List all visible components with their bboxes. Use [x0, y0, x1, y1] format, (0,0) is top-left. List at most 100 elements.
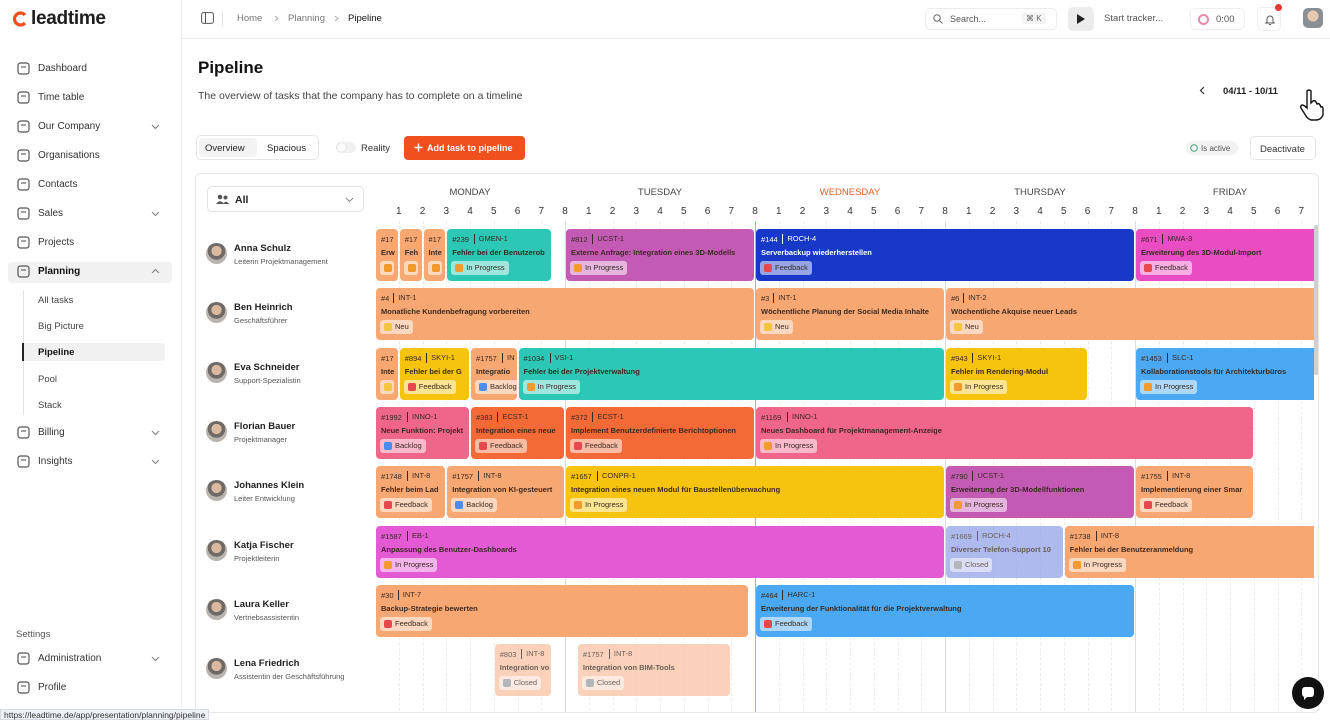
status-icon — [954, 501, 962, 510]
task-card[interactable]: #1034 VSI-1 Fehler bei der Projektverwaltu… — [518, 347, 944, 400]
task-id: #239 — [452, 235, 469, 244]
status-icon — [384, 264, 392, 272]
nav-item[interactable]: Insights — [38, 456, 73, 467]
task-card[interactable]: #803 INT-8 Integration von Closed — [494, 644, 551, 697]
hour-label: 8 — [1132, 206, 1138, 217]
status-label: Feedback — [775, 263, 808, 272]
task-card[interactable]: #1587 EB-1 Anpassung des Benutzer-Dashboar… — [376, 525, 944, 578]
scrollbar — [1314, 225, 1318, 375]
chevron — [151, 656, 160, 662]
task-card[interactable]: #239 GMEN-1 Fehler bei der Benutzerob In Pr… — [447, 229, 551, 281]
task-card[interactable]: #17 Inte — [376, 347, 398, 400]
sidebar — [0, 0, 182, 720]
view-tab[interactable]: Overview — [205, 143, 245, 154]
hour-label: 3 — [823, 206, 830, 217]
nav-item[interactable]: Administration — [38, 653, 102, 664]
task-card[interactable]: #1992 INNO-1 Neue Funktion: Projekt Backlog — [376, 406, 469, 459]
hour-label: 8 — [752, 206, 758, 217]
person-avatar — [206, 539, 227, 561]
task-card[interactable]: #3 INT-1 Wöchentliche Planung der Social M… — [756, 288, 944, 341]
deactivate-button[interactable]: Deactivate — [1250, 136, 1316, 160]
tracker-input[interactable]: Start tracker... — [1104, 13, 1164, 24]
nav-icon-svg — [17, 455, 30, 468]
nav-item[interactable]: Planning — [38, 266, 81, 277]
logo-icon — [12, 11, 28, 27]
view-tabs: Overview Spacious — [196, 135, 319, 160]
task-card[interactable]: #144 ROCH-4 Serverbackup wiederherstellen F… — [756, 229, 1134, 281]
task-card[interactable]: #1748 INT-8 Fehler beim Lad Feedback — [376, 466, 446, 519]
nav-item[interactable]: Billing — [38, 427, 65, 438]
task-id: #943 — [951, 353, 968, 363]
add-task-button[interactable]: Add task to pipeline — [404, 136, 525, 160]
nav-item[interactable]: Contacts — [38, 179, 78, 190]
task-card[interactable]: #1757 IN Integratio Backlog — [471, 347, 517, 400]
task-card[interactable]: #4 INT-1 Monatliche Kundenbefragung vorber… — [376, 288, 754, 341]
task-card[interactable]: #943 SKYI-1 Fehler im Rendering-Modul In Pr… — [946, 347, 1087, 400]
nav-item[interactable]: Projects — [38, 237, 75, 248]
day-label: MONDAY — [449, 187, 491, 198]
bell-icon — [1265, 14, 1275, 25]
nav-item[interactable]: Time table — [38, 92, 85, 103]
nav-item[interactable]: Our Company — [38, 121, 101, 132]
nav-active-bg — [8, 262, 172, 283]
task-card[interactable]: #17 Erw — [376, 229, 398, 281]
task-card[interactable]: #30 INT-7 Backup-Strategie bewerten Feedbac… — [376, 584, 749, 637]
task-card[interactable]: #1738 INT-8 Fehler bei der Benutzeranmeldu… — [1064, 525, 1314, 578]
notifications[interactable] — [1257, 7, 1281, 31]
task-title: Monatliche Kundenbefragung vorbereiten — [381, 307, 530, 317]
hour-label: 2 — [799, 206, 806, 217]
task-card[interactable]: #812 UCST-1 Externe Anfrage: Integration e… — [566, 229, 754, 281]
task-card[interactable]: #17 Inte — [423, 229, 446, 281]
status-label: In Progress — [395, 559, 434, 569]
hour-label: 5 — [1250, 206, 1257, 217]
task-card[interactable]: #1169 INNO-1 Neues Dashboard für Projektma… — [756, 406, 1253, 459]
nav-icon-svg — [17, 426, 30, 439]
user-avatar[interactable] — [1303, 8, 1323, 28]
task-card[interactable]: #1757 INT-8 Integration von KI-gesteuert Ba… — [447, 466, 564, 519]
active-icon — [1190, 144, 1198, 152]
nav-subitem[interactable]: Pool — [38, 374, 58, 385]
task-card[interactable]: #671 MWA-3 Erweiterung des 3D-Modul-Import… — [1136, 229, 1314, 281]
task-status: Feedback — [1140, 261, 1192, 275]
nav-item[interactable]: Organisations — [38, 150, 100, 161]
task-card[interactable]: #372 ECST-1 Implement Benutzerdefinierte B… — [566, 406, 754, 459]
breadcrumb[interactable]: Home — [237, 13, 263, 24]
task-code: INT-2 — [963, 293, 987, 304]
view-tab[interactable]: Spacious — [267, 143, 307, 154]
task-status: In Progress — [950, 498, 1008, 513]
task-card[interactable]: #790 UCST-1 Erweiterung der 3D-Modellfunkt… — [946, 466, 1134, 519]
reality-toggle[interactable] — [336, 142, 356, 153]
task-card[interactable]: #6 INT-2 Wöchentliche Akquise neuer Leads N… — [946, 288, 1314, 341]
task-status: In Progress — [522, 379, 580, 394]
breadcrumb[interactable]: Planning — [288, 13, 325, 24]
chat-button[interactable] — [1292, 677, 1324, 709]
task-card[interactable]: #1453 SLC-1 Kollaborationstools für Archit… — [1136, 347, 1314, 400]
search-box[interactable]: Search... ⌘ K — [925, 8, 1057, 30]
status-icon — [574, 441, 582, 450]
task-card[interactable]: #383 ECST-1 Integration eines neue Feedback — [471, 406, 564, 459]
task-card[interactable]: #1755 INT-8 Implementierung einer Smar Feed… — [1136, 466, 1253, 519]
status-icon — [384, 323, 392, 332]
status-label: In Progress — [965, 381, 1004, 391]
nav-subitem[interactable]: Big Picture — [38, 321, 84, 332]
nav-item[interactable]: Profile — [38, 682, 67, 693]
person-role: Support-Spezialistin — [234, 375, 301, 385]
play-button[interactable] — [1068, 7, 1094, 31]
task-card[interactable]: #1669 ROCH-4 Diverser Telefon-Support 10 Cl… — [946, 525, 1063, 578]
task-card[interactable]: #1757 INT-8 Integration von BIM-Tools Close… — [577, 644, 731, 697]
task-title: Fehler bei der Benutzeranmeldung — [1069, 544, 1194, 554]
nav-item[interactable]: Sales — [38, 208, 64, 219]
plus-icon-svg — [414, 143, 423, 152]
nav-subitem[interactable]: Stack — [38, 400, 62, 411]
task-card[interactable]: #464 HARC-1 Erweiterung der Funktionalität… — [756, 584, 1134, 637]
prev-week[interactable] — [1199, 86, 1205, 95]
person-avatar — [206, 243, 227, 264]
nav-item[interactable]: Dashboard — [38, 63, 87, 74]
task-title: Erweiterung des 3D-Modul-Import — [1141, 248, 1262, 257]
task-card[interactable]: #894 SKYI-1 Fehler bei der G Feedback — [399, 347, 469, 400]
person-filter[interactable]: All — [207, 186, 364, 212]
nav-subitem[interactable]: All tasks — [38, 295, 74, 306]
task-card[interactable]: #1657 CONPR-1 Integration eines neuen Modu… — [566, 466, 944, 519]
task-card[interactable]: #17 Feh — [399, 229, 422, 281]
nav-subitem[interactable]: Pipeline — [38, 347, 75, 358]
